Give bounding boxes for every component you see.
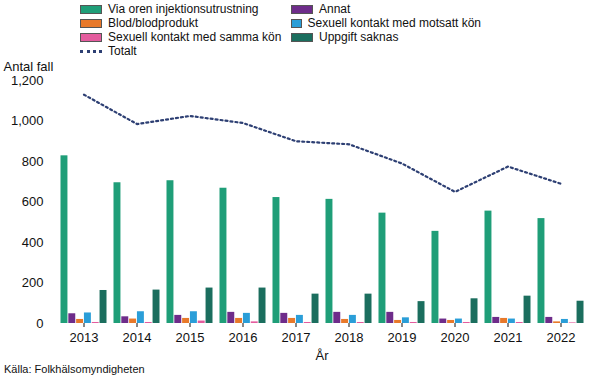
svg-text:1,000: 1,000 — [11, 113, 44, 128]
svg-text:200: 200 — [22, 275, 44, 290]
svg-text:2013: 2013 — [70, 330, 99, 345]
svg-text:2015: 2015 — [176, 330, 205, 345]
svg-text:Antal fall: Antal fall — [4, 59, 54, 74]
svg-text:0: 0 — [36, 316, 43, 331]
svg-text:2014: 2014 — [123, 330, 152, 345]
svg-text:400: 400 — [22, 235, 44, 250]
svg-text:2020: 2020 — [441, 330, 470, 345]
html-text:Blod/blodprodukt: Blod/blodprodukt — [108, 16, 199, 30]
svg-text:2017: 2017 — [282, 330, 311, 345]
html-text:Sexuell kontakt med motsatt kö: Sexuell kontakt med motsatt kön — [307, 16, 481, 30]
svg-text:1,200: 1,200 — [11, 73, 44, 88]
html-text:Totalt: Totalt — [108, 44, 137, 58]
svg-text:600: 600 — [22, 194, 44, 209]
svg-text:2018: 2018 — [335, 330, 364, 345]
svg-text:2016: 2016 — [229, 330, 258, 345]
html-text:Sexuell kontakt med samma kön: Sexuell kontakt med samma kön — [108, 30, 282, 44]
svg-text:2022: 2022 — [547, 330, 576, 345]
svg-text:2021: 2021 — [494, 330, 523, 345]
html-text:Uppgift saknas: Uppgift saknas — [319, 30, 399, 44]
svg-text:800: 800 — [22, 154, 44, 169]
html-text:Källa: Folkhälsomyndigheten: Källa: Folkhälsomyndigheten — [4, 363, 145, 375]
svg-text:2019: 2019 — [388, 330, 417, 345]
svg-text:År: År — [316, 348, 330, 363]
html-text:Annat: Annat — [319, 2, 351, 16]
html-text:Via oren injektionsutrustning: Via oren injektionsutrustning — [108, 2, 259, 16]
